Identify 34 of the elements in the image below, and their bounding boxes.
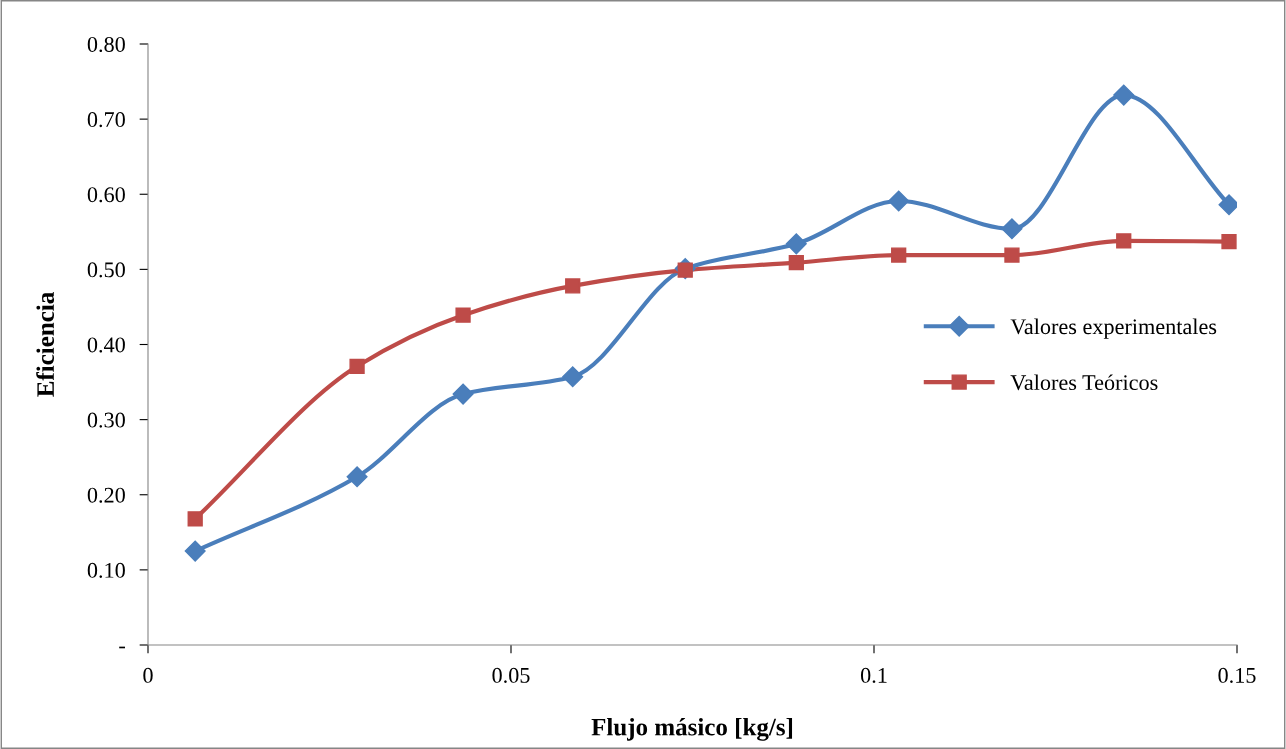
y-tick-label: 0.70: [87, 112, 125, 128]
x-tick-label: 0.05: [492, 667, 530, 683]
point: [891, 247, 907, 263]
x-tick-label: 0: [143, 667, 153, 683]
point: [888, 190, 910, 212]
y-tick-label: 0.80: [87, 36, 125, 53]
point: [452, 383, 474, 405]
y-tick-label: 0.30: [87, 412, 125, 428]
y-tick-label: 0.60: [87, 187, 125, 203]
point: [349, 358, 365, 374]
x-tick-label: 0.15: [1218, 667, 1256, 683]
legend-label: Valores experimentales: [1010, 318, 1217, 339]
point: [565, 278, 581, 294]
point: [562, 366, 584, 388]
y-tick-label: -: [119, 646, 125, 649]
y-axis-title: Eficiencia: [36, 292, 55, 397]
point: [1113, 84, 1135, 106]
legend-label: Valores Teóricos: [1010, 374, 1158, 391]
point: [184, 540, 206, 562]
point: [455, 307, 471, 323]
x-tick-label: 0.1: [860, 667, 887, 683]
point: [788, 254, 804, 271]
y-tick-label: 0.40: [87, 337, 125, 353]
x-axis-title: Flujo másico [kg/s]: [591, 717, 793, 741]
point: [1004, 247, 1020, 263]
point: [1001, 218, 1023, 240]
y-tick-label: 0.10: [87, 562, 125, 578]
y-tick-label: 0.50: [87, 262, 125, 278]
point: [1116, 233, 1132, 249]
point: [785, 233, 807, 255]
point: [346, 466, 368, 488]
y-tick-label: 0.20: [87, 487, 125, 503]
point: [187, 511, 203, 527]
point: [1221, 233, 1237, 250]
